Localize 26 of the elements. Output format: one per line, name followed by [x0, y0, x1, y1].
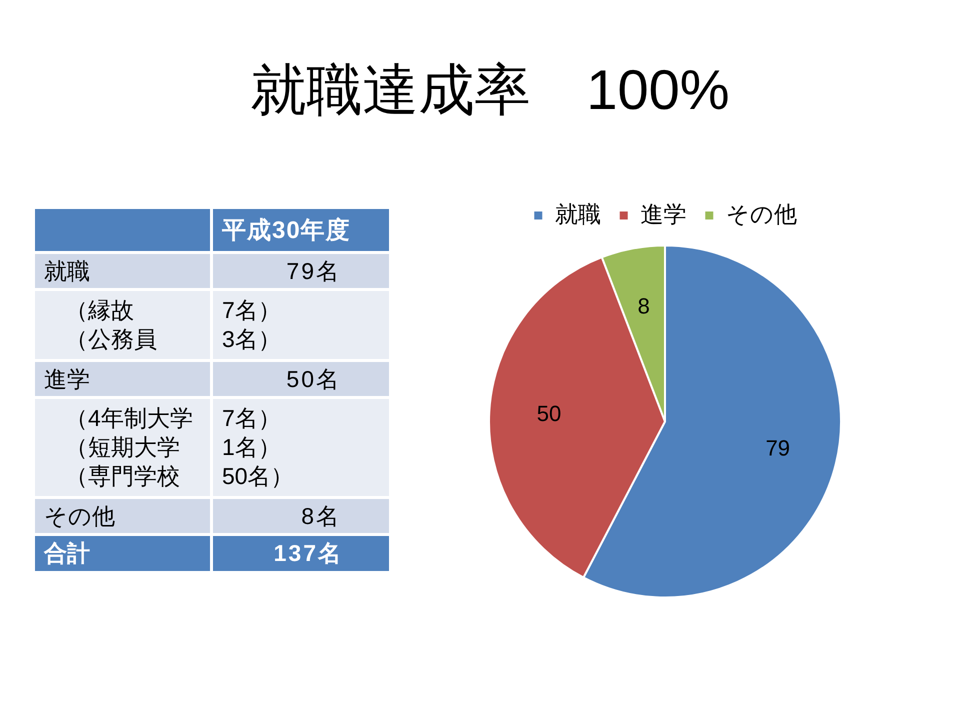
text: 79名: [286, 258, 341, 284]
legend-label: その他: [726, 200, 797, 227]
text: 3名）: [222, 326, 281, 352]
data-label: 50: [536, 400, 562, 426]
text: 7名）: [222, 297, 281, 323]
category-label: （縁故: [65, 296, 134, 325]
category-label: 合計: [44, 539, 90, 568]
chart-title: 就職達成率 100%: [249, 57, 731, 123]
text: 137名: [274, 540, 343, 566]
data-label: 8: [638, 293, 650, 318]
category-label: その他: [44, 502, 115, 530]
text: 8名: [301, 502, 341, 528]
text: 7名）: [222, 405, 281, 431]
data-label: 79: [766, 435, 790, 460]
category-label: 就職: [44, 256, 90, 286]
category-label: 進学: [44, 364, 90, 394]
legend-label: 進学: [640, 200, 686, 227]
category-label: （公務員: [65, 325, 157, 354]
text: 50名）: [222, 463, 294, 489]
category-label: （短期大学: [65, 433, 180, 462]
category-label: （4年制大学: [65, 404, 193, 433]
text: 平成30年度: [222, 216, 351, 244]
text: 50名: [286, 366, 341, 392]
legend-label: 就職: [554, 200, 601, 227]
category-label: （専門学校: [65, 462, 180, 491]
text: 1名）: [222, 434, 281, 460]
